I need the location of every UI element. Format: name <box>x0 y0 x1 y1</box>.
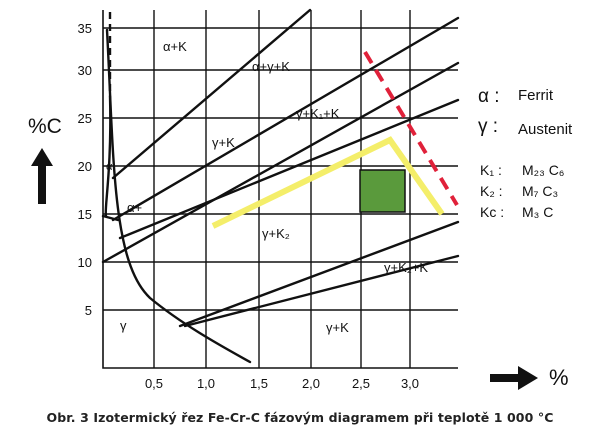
region-labels: α+K α+γ+K γ+K₁+K γ+K γ+K₂ γ+K₂+K γ+K γ α… <box>106 39 428 335</box>
region-label-alpha-k: α+K <box>163 39 187 54</box>
region-label-gamma: γ <box>120 318 127 333</box>
x-tick-label: 1,5 <box>250 376 268 391</box>
green-composition-box <box>359 169 406 213</box>
legend-gamma-name: Austenit <box>518 121 573 138</box>
x-tick-label: 3,0 <box>401 376 419 391</box>
boundary-gamma-k2-bottom <box>178 220 460 328</box>
y-tick-label: 15 <box>78 207 92 222</box>
y-tick-label: 10 <box>78 255 92 270</box>
legend: α : Ferrit γ : Austenit K₁ : M₂₃ C₆ K₂ :… <box>478 86 573 220</box>
boundary-gamma-k2-top <box>118 98 460 240</box>
x-tick-label: 2,0 <box>302 376 320 391</box>
region-label-alpha-plus: α+ <box>127 200 142 215</box>
phase-boundaries <box>101 8 460 364</box>
x-tick-label: 0,5 <box>145 376 163 391</box>
region-label-gamma-k-bottom: γ+K <box>326 320 349 335</box>
region-label-gamma-k-left: γ+K <box>212 135 235 150</box>
region-label-gamma-k2-k: γ+K₂+K <box>384 260 428 275</box>
axes-frame <box>102 10 458 369</box>
legend-alpha-name: Ferrit <box>518 87 554 104</box>
y-tick-labels: 35 30 25 20 15 10 5 <box>78 21 92 318</box>
boundary-gamma-curve <box>105 28 252 364</box>
legend-kc-formula: M₃ C <box>522 204 553 220</box>
legend-gamma-symbol: γ : <box>478 116 498 137</box>
figure-caption: Obr. 3 Izotermický řez Fe-Cr-C fázovým d… <box>46 410 554 425</box>
region-label-alpha-gamma-k: α+γ+K <box>252 59 290 74</box>
region-label-alpha: α <box>106 161 113 173</box>
y-tick-label: 30 <box>78 63 92 78</box>
y-tick-label: 5 <box>85 303 92 318</box>
x-tick-label: 2,5 <box>352 376 370 391</box>
boundary-alpha-left <box>104 94 112 218</box>
x-axis-label: % <box>549 365 569 390</box>
x-tick-labels: 0,5 1,0 1,5 2,0 2,5 3,0 <box>145 376 419 391</box>
y-tick-label: 25 <box>78 111 92 126</box>
legend-k1-formula: M₂₃ C₆ <box>522 162 564 178</box>
x-tick-label: 1,0 <box>197 376 215 391</box>
up-arrow-icon <box>31 148 53 204</box>
legend-k2-formula: M₇ C₃ <box>522 183 558 199</box>
region-label-gamma-k1-k: γ+K₁+K <box>296 106 340 121</box>
y-axis-label: %C <box>28 115 62 138</box>
red-dashed-line <box>363 50 459 207</box>
y-tick-label: 35 <box>78 21 92 36</box>
boundary-alpha-gamma-k <box>111 16 460 222</box>
legend-k2-symbol: K₂ : <box>480 183 503 199</box>
yellow-path <box>211 136 445 229</box>
y-tick-label: 20 <box>78 159 92 174</box>
boundary-alpha-k-top <box>111 8 312 180</box>
boundary-k2-k <box>183 254 460 328</box>
legend-k1-symbol: K₁ : <box>480 162 502 178</box>
legend-alpha-symbol: α : <box>478 86 500 107</box>
right-arrow-icon <box>490 366 538 390</box>
boundary-alpha-small <box>101 214 120 222</box>
legend-kc-symbol: Kc : <box>480 204 504 220</box>
region-label-gamma-k2: γ+K₂ <box>262 226 290 241</box>
boundary-gamma-k1 <box>101 61 460 264</box>
